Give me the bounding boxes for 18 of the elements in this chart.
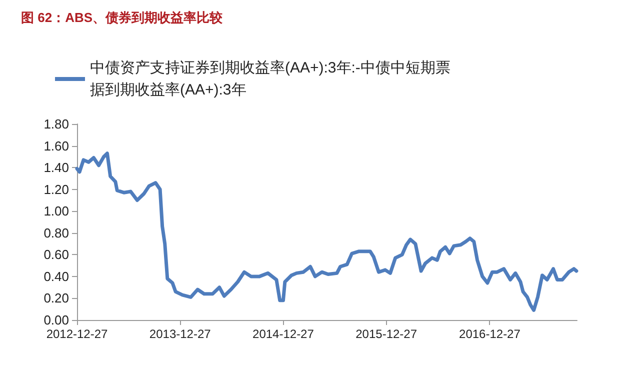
x-tick-label: 2013-12-27 bbox=[149, 327, 212, 341]
y-tick-label: 1.00 bbox=[44, 204, 69, 219]
line-series bbox=[75, 152, 578, 312]
y-tick-label: 0.40 bbox=[44, 268, 69, 284]
y-tick-label: 0.60 bbox=[44, 247, 69, 262]
y-tick-label: 1.60 bbox=[44, 138, 69, 154]
y-tick-label: 1.40 bbox=[44, 160, 69, 176]
chart-title: 图 62：ABS、债券到期收益率比较 bbox=[21, 10, 224, 25]
y-tick-label: 0.80 bbox=[44, 225, 69, 240]
x-tick-label: 2012-12-27 bbox=[46, 327, 108, 341]
y-tick-label: 1.20 bbox=[44, 182, 69, 197]
x-tick-label: 2014-12-27 bbox=[252, 327, 314, 341]
x-tick-label: 2016-12-27 bbox=[459, 327, 521, 341]
x-tick-label: 2015-12-27 bbox=[356, 327, 418, 341]
y-tick-label: 0.20 bbox=[44, 290, 69, 306]
legend-label: 中债资产支持证券到期收益率(AA+):3年:-中债中短期票据到期收益率(AA+):3年 bbox=[90, 60, 450, 98]
y-tick-label: 1.80 bbox=[44, 116, 69, 132]
y-tick-label: 0.00 bbox=[44, 312, 69, 328]
